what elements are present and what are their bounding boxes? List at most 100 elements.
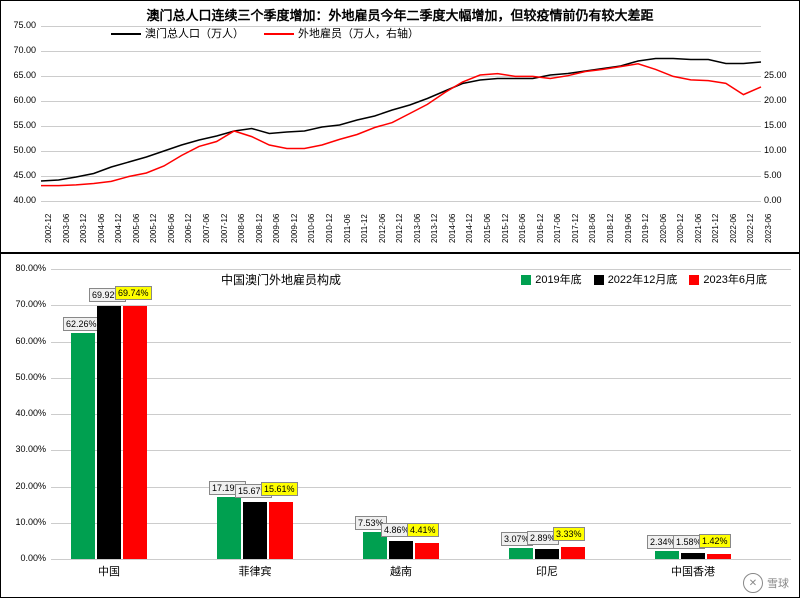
line-series	[41, 59, 761, 182]
x-tick: 2019-12	[641, 214, 650, 243]
line-chart-plot	[41, 26, 761, 201]
x-tick: 2010-12	[325, 214, 334, 243]
x-tick: 2014-12	[465, 214, 474, 243]
bar-chart-legend: 2019年底2022年12月底2023年6月底	[521, 271, 779, 287]
watermark-icon: ✕	[743, 573, 763, 593]
x-tick: 2015-12	[501, 214, 510, 243]
line-series	[41, 64, 761, 186]
y-left-tick: 70.00	[13, 45, 36, 55]
bar-value-label: 62.26%	[63, 317, 100, 331]
y-right-tick: 10.00	[764, 145, 787, 155]
y-left-tick: 75.00	[13, 20, 36, 30]
line-chart-macau-population: 澳门总人口连续三个季度增加：外地雇员今年二季度大幅增加，但较疫情前仍有较大差距 …	[0, 0, 800, 253]
bar-value-label: 4.41%	[407, 523, 439, 537]
bar	[415, 543, 439, 559]
x-tick: 2011-06	[343, 214, 352, 243]
x-tick: 2004-12	[114, 214, 123, 243]
x-tick: 2008-06	[237, 214, 246, 243]
watermark-text: 雪球	[767, 575, 789, 591]
bar	[535, 549, 559, 559]
x-tick: 2020-12	[676, 214, 685, 243]
bar-value-label: 1.42%	[699, 534, 731, 548]
y-tick: 0.00%	[20, 553, 46, 563]
y-left-tick: 60.00	[13, 95, 36, 105]
x-tick: 2005-06	[132, 214, 141, 243]
x-tick: 2002-12	[44, 214, 53, 243]
x-tick: 2021-06	[694, 214, 703, 243]
x-tick: 2009-12	[290, 214, 299, 243]
bar-value-label: 69.74%	[115, 286, 152, 300]
y-right-tick: 0.00	[764, 195, 782, 205]
bar	[123, 306, 147, 559]
x-tick: 2016-06	[518, 214, 527, 243]
x-tick: 2021-12	[711, 214, 720, 243]
y-left-tick: 65.00	[13, 70, 36, 80]
category-label: 中国	[71, 563, 147, 579]
line-chart-legend: 澳门总人口（万人）外地雇员（万人，右轴）	[111, 25, 439, 41]
category-label: 越南	[363, 563, 439, 579]
bar-value-label: 3.33%	[553, 527, 585, 541]
x-tick: 2020-06	[659, 214, 668, 243]
x-tick: 2013-12	[430, 214, 439, 243]
bar	[561, 547, 585, 559]
bar-chart-plot: 62.26%69.92%69.74%17.19%15.67%15.61%7.53…	[51, 269, 791, 559]
bar	[389, 541, 413, 559]
category-label: 菲律宾	[217, 563, 293, 579]
category-label: 中国香港	[655, 563, 731, 579]
x-tick: 2012-12	[395, 214, 404, 243]
x-tick: 2018-06	[588, 214, 597, 243]
watermark: ✕ 雪球	[743, 573, 789, 593]
x-tick: 2008-12	[255, 214, 264, 243]
x-tick: 2014-06	[448, 214, 457, 243]
line-chart-title: 澳门总人口连续三个季度增加：外地雇员今年二季度大幅增加，但较疫情前仍有较大差距	[1, 5, 799, 24]
bar	[217, 497, 241, 559]
x-tick: 2006-06	[167, 214, 176, 243]
y-right-tick: 5.00	[764, 170, 782, 180]
x-tick: 2012-06	[378, 214, 387, 243]
y-left-tick: 40.00	[13, 195, 36, 205]
x-tick: 2017-12	[571, 214, 580, 243]
x-tick: 2022-06	[729, 214, 738, 243]
x-tick: 2015-06	[483, 214, 492, 243]
bar	[509, 548, 533, 559]
x-tick: 2023-06	[764, 214, 773, 243]
y-left-tick: 45.00	[13, 170, 36, 180]
x-tick: 2004-06	[97, 214, 106, 243]
y-tick: 70.00%	[15, 299, 46, 309]
bar	[655, 551, 679, 559]
y-tick: 10.00%	[15, 517, 46, 527]
bar-chart-foreign-workers: 62.26%69.92%69.74%17.19%15.67%15.61%7.53…	[0, 253, 800, 598]
x-tick: 2018-12	[606, 214, 615, 243]
bar-value-label: 15.61%	[261, 482, 298, 496]
x-tick: 2022-12	[746, 214, 755, 243]
x-tick: 2011-12	[360, 214, 369, 243]
x-tick: 2017-06	[553, 214, 562, 243]
bar	[71, 333, 95, 559]
x-tick: 2005-12	[149, 214, 158, 243]
y-left-tick: 55.00	[13, 120, 36, 130]
y-tick: 50.00%	[15, 372, 46, 382]
x-tick: 2006-12	[184, 214, 193, 243]
y-tick: 20.00%	[15, 481, 46, 491]
x-tick: 2007-12	[220, 214, 229, 243]
y-right-tick: 20.00	[764, 95, 787, 105]
y-right-tick: 15.00	[764, 120, 787, 130]
bar	[707, 554, 731, 559]
y-tick: 30.00%	[15, 444, 46, 454]
y-tick: 40.00%	[15, 408, 46, 418]
x-tick: 2013-06	[413, 214, 422, 243]
bar	[97, 306, 121, 559]
y-left-tick: 50.00	[13, 145, 36, 155]
bar	[681, 553, 705, 559]
bar-chart-title: 中国澳门外地雇员构成	[221, 271, 341, 288]
category-label: 印尼	[509, 563, 585, 579]
x-tick: 2010-06	[307, 214, 316, 243]
x-tick: 2016-12	[536, 214, 545, 243]
y-tick: 60.00%	[15, 336, 46, 346]
y-tick: 80.00%	[15, 263, 46, 273]
x-tick: 2009-06	[272, 214, 281, 243]
bar	[269, 502, 293, 559]
y-right-tick: 25.00	[764, 70, 787, 80]
x-tick: 2003-12	[79, 214, 88, 243]
x-tick: 2007-06	[202, 214, 211, 243]
